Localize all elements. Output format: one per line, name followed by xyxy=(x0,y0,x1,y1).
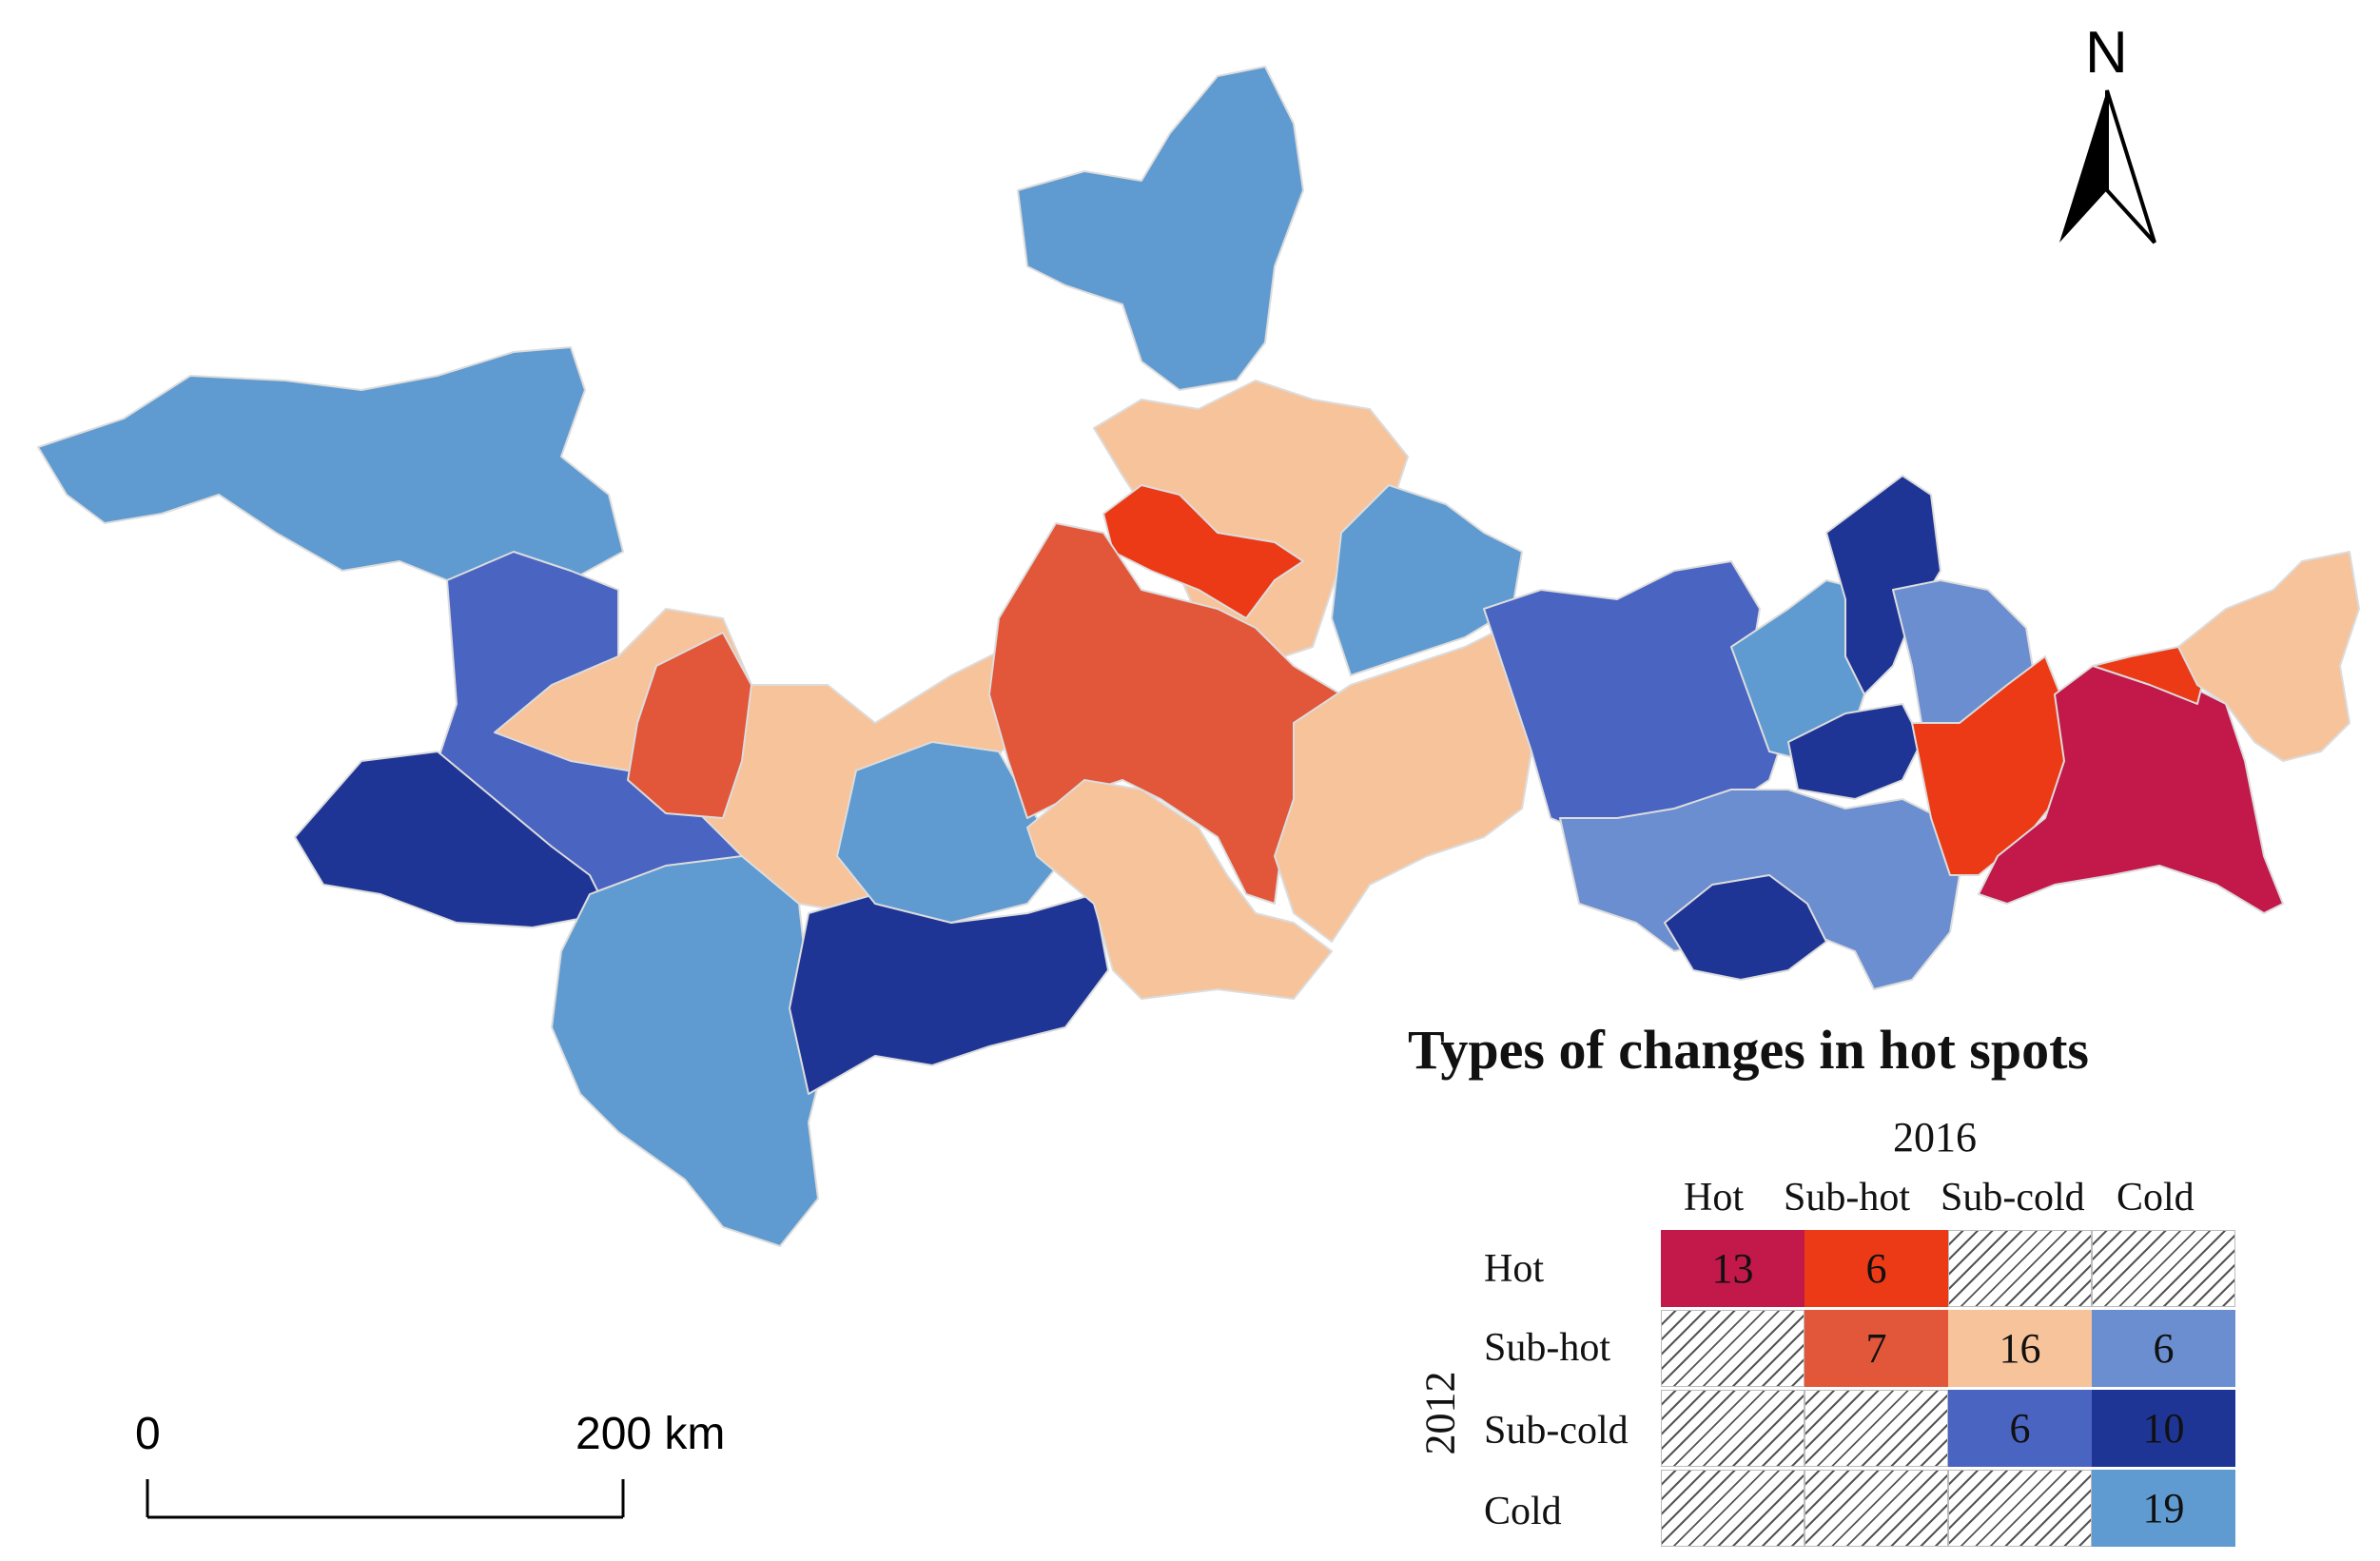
legend-cell: 6 xyxy=(1805,1230,1948,1307)
legend-cell: 16 xyxy=(1948,1310,2092,1387)
region-far-east-peach xyxy=(2177,551,2360,762)
legend-cell-empty xyxy=(1805,1470,1948,1547)
legend-year-2012: 2012 xyxy=(1416,1371,1464,1455)
legend-year-2016: 2016 xyxy=(1893,1114,1977,1161)
region-north-red xyxy=(1102,484,1304,619)
scale-start-label: 0 xyxy=(135,1409,161,1459)
legend-cell-empty xyxy=(1661,1470,1805,1547)
legend-cell-empty xyxy=(1948,1230,2092,1307)
region-southwest xyxy=(551,855,829,1247)
north-arrow-label: N xyxy=(2085,20,2128,86)
region-northwest xyxy=(37,346,624,581)
legend-col-hot: Hot xyxy=(1684,1176,1744,1220)
region-east-dark-south xyxy=(1664,874,1827,981)
legend-cell: 6 xyxy=(2092,1310,2235,1387)
legend-cell: 7 xyxy=(1805,1310,1948,1387)
legend-row-sub-cold: Sub-cold xyxy=(1484,1409,1629,1453)
north-arrow-icon xyxy=(2059,89,2156,244)
legend-cell: 13 xyxy=(1661,1230,1805,1307)
legend-col-sub-cold: Sub-cold xyxy=(1941,1176,2085,1220)
legend-col-cold: Cold xyxy=(2117,1176,2195,1220)
scale-bar xyxy=(146,1479,625,1519)
legend-cell-empty xyxy=(1661,1390,1805,1467)
legend-row-cold: Cold xyxy=(1484,1490,1562,1533)
legend-cell-empty xyxy=(1661,1310,1805,1387)
region-west-red xyxy=(627,632,752,819)
region-central-south-peach xyxy=(1026,779,1333,1000)
legend-cell-empty xyxy=(1805,1390,1948,1467)
legend-row-sub-hot: Sub-hot xyxy=(1484,1326,1611,1370)
legend-cell: 19 xyxy=(2092,1470,2235,1547)
scale-end-label: 200 km xyxy=(575,1409,726,1459)
legend-cell: 6 xyxy=(1948,1390,2092,1467)
legend-row-hot: Hot xyxy=(1484,1247,1544,1291)
region-north-blue xyxy=(1017,66,1304,391)
region-central-blue xyxy=(836,741,1066,924)
legend-title: Types of changes in hot spots xyxy=(1408,1019,2089,1081)
legend-cell-empty xyxy=(2092,1230,2235,1307)
legend-cell: 10 xyxy=(2092,1390,2235,1467)
legend-col-sub-hot: Sub-hot xyxy=(1784,1176,1911,1220)
region-east-dark-mid xyxy=(1787,703,1922,800)
legend-cell-empty xyxy=(1948,1470,2092,1547)
region-central-east-peach xyxy=(1274,627,1542,943)
region-south-dark xyxy=(789,893,1109,1095)
